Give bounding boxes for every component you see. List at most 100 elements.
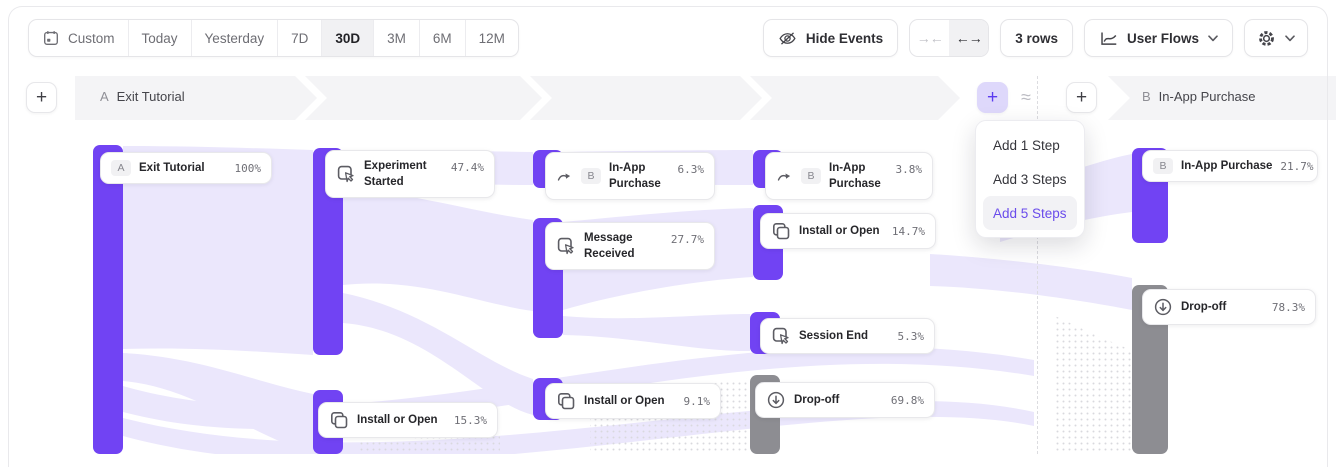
add-steps-menu: Add 1 Step Add 3 Steps Add 5 Steps: [975, 120, 1085, 238]
date-range-label: 3M: [387, 30, 406, 46]
node-message-received[interactable]: Message Received 27.7%: [545, 222, 715, 271]
date-range-30d[interactable]: 30D: [321, 20, 374, 56]
settings-button[interactable]: [1244, 19, 1308, 57]
node-exit-tutorial[interactable]: A Exit Tutorial 100%: [100, 152, 272, 185]
node-percent: 9.1%: [683, 394, 711, 408]
date-range-label: 12M: [478, 30, 505, 46]
menu-item-add-1-step[interactable]: Add 1 Step: [983, 128, 1077, 162]
date-range-6m[interactable]: 6M: [418, 20, 465, 56]
flow-b-header[interactable]: B In-App Purchase: [1142, 89, 1256, 104]
date-range-label: Custom: [68, 30, 115, 46]
node-label: Session End: [799, 329, 869, 342]
date-range-7d[interactable]: 7D: [277, 20, 321, 56]
expand-arrows-icon: ←→: [955, 30, 983, 46]
node-in-app-purchase-6[interactable]: B In-App Purchase 6.3%: [545, 152, 715, 201]
node-experiment-started[interactable]: Experiment Started 47.4%: [325, 150, 495, 199]
node-drop-off-69[interactable]: Drop-off 69.8%: [755, 382, 935, 418]
node-percent: 5.3%: [897, 329, 925, 343]
node-in-app-purchase-3[interactable]: B In-App Purchase 3.8%: [765, 152, 933, 201]
step-badge: B: [801, 168, 821, 185]
date-range-3m[interactable]: 3M: [373, 20, 419, 56]
rows-label: 3 rows: [1015, 30, 1058, 46]
hide-events-label: Hide Events: [805, 30, 884, 46]
node-percent: 21.7%: [1280, 159, 1314, 173]
install-or-open-icon: [329, 410, 349, 430]
gear-icon: [1257, 29, 1276, 48]
date-range-label: Yesterday: [204, 30, 265, 46]
node-b-in-app-purchase[interactable]: B In-App Purchase 21.7%: [1142, 150, 1318, 183]
node-percent: 14.7%: [891, 224, 925, 238]
flow-a-title: Exit Tutorial: [116, 89, 185, 104]
node-label: In-App Purchase: [1181, 160, 1273, 172]
jump-to-flow-icon: [556, 168, 573, 185]
flow-b-badge: B: [1142, 89, 1151, 104]
node-session-end[interactable]: Session End 5.3%: [760, 318, 935, 354]
date-range-today[interactable]: Today: [127, 20, 191, 56]
eye-off-icon: [778, 29, 797, 48]
node-percent: 15.3%: [453, 413, 487, 427]
collapse-columns-button[interactable]: →←: [910, 20, 949, 56]
menu-item-add-5-steps[interactable]: Add 5 Steps: [983, 196, 1077, 230]
node-percent: 6.3%: [677, 163, 705, 176]
add-flow-left-button[interactable]: +: [26, 82, 57, 113]
node-label: Install or Open: [357, 413, 438, 426]
node-label: In-App Purchase: [609, 162, 661, 191]
date-range-label: 30D: [335, 30, 361, 46]
hide-events-button[interactable]: Hide Events: [762, 19, 899, 57]
node-label: Exit Tutorial: [139, 162, 205, 174]
node-install-or-open-14[interactable]: Install or Open 14.7%: [760, 213, 936, 249]
menu-item-add-3-steps[interactable]: Add 3 Steps: [983, 162, 1077, 196]
menu-item-label: Add 5 Steps: [993, 205, 1067, 221]
node-percent: 69.8%: [890, 393, 924, 407]
approx-symbol: ≈: [1021, 87, 1031, 107]
node-install-or-open-9[interactable]: Install or Open 9.1%: [545, 383, 721, 419]
view-type-label: User Flows: [1126, 30, 1199, 46]
menu-item-label: Add 1 Step: [993, 137, 1060, 153]
calendar-icon: [42, 29, 60, 47]
add-step-button-active[interactable]: +: [977, 82, 1008, 113]
flow-a-header[interactable]: A Exit Tutorial: [100, 89, 185, 104]
flow-a-badge: A: [100, 89, 109, 104]
date-range-label: 7D: [291, 30, 309, 46]
step-badge: B: [581, 168, 601, 185]
add-step-flow-b-button[interactable]: +: [1066, 82, 1097, 113]
node-percent: 78.3%: [1271, 300, 1305, 314]
date-range-12m[interactable]: 12M: [464, 20, 518, 56]
node-label: Install or Open: [799, 224, 880, 237]
node-percent: 27.7%: [670, 233, 704, 246]
date-range-label: Today: [141, 30, 178, 46]
install-or-open-icon: [771, 221, 791, 241]
chevron-down-icon: [1285, 35, 1295, 42]
drop-off-icon: [766, 390, 786, 410]
bar-exit-tutorial[interactable]: [93, 145, 123, 454]
node-label: Experiment Started: [364, 160, 427, 189]
user-flows-canvas: A Exit Tutorial B In-App Purchase + + ≈ …: [0, 64, 1336, 454]
node-percent: 3.8%: [895, 163, 923, 176]
node-label: Drop-off: [794, 393, 840, 406]
node-install-or-open-15[interactable]: Install or Open 15.3%: [318, 402, 498, 438]
step-badge: A: [111, 160, 131, 177]
flow-b-title: In-App Purchase: [1158, 89, 1256, 104]
spacing-toggle: →← ←→: [909, 19, 990, 57]
chevron-down-icon: [1208, 35, 1218, 42]
node-label: In-App Purchase: [829, 162, 881, 191]
date-range-yesterday[interactable]: Yesterday: [190, 20, 278, 56]
collapse-arrows-icon: →←: [916, 30, 944, 46]
tap-event-icon: [336, 164, 356, 184]
tap-event-icon: [556, 236, 576, 256]
install-or-open-icon: [556, 391, 576, 411]
date-range-label: 6M: [432, 30, 452, 46]
tap-event-icon: [771, 326, 791, 346]
date-range-selector: Custom Today Yesterday 7D 30D 3M 6M 12M: [28, 19, 519, 57]
plus-icon: +: [35, 87, 48, 108]
node-b-drop-off[interactable]: Drop-off 78.3%: [1142, 289, 1316, 325]
flow-chart-icon: [1099, 29, 1118, 48]
drop-off-icon: [1153, 297, 1173, 317]
menu-item-label: Add 3 Steps: [993, 171, 1067, 187]
expand-columns-button[interactable]: ←→: [949, 20, 989, 56]
view-type-button[interactable]: User Flows: [1083, 19, 1233, 57]
plus-icon: +: [1075, 87, 1088, 108]
date-range-custom[interactable]: Custom: [29, 20, 128, 56]
jump-to-flow-icon: [776, 168, 793, 185]
rows-button[interactable]: 3 rows: [1000, 19, 1073, 57]
